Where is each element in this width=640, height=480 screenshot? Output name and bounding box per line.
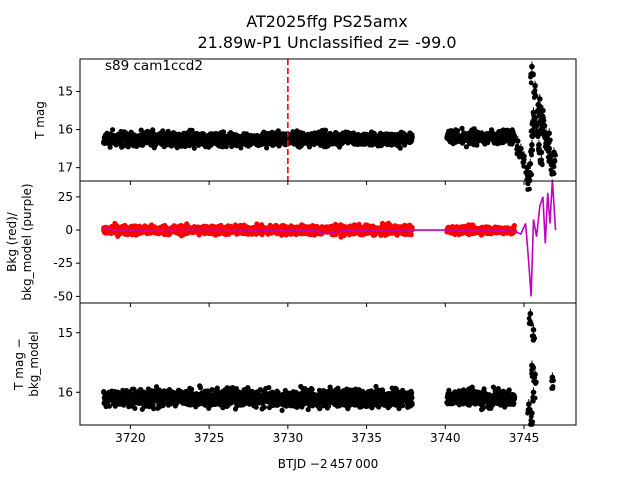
data-point <box>279 407 285 413</box>
flare-point <box>529 63 535 70</box>
data-point <box>174 145 180 151</box>
flare-point <box>537 96 543 102</box>
data-point <box>271 142 277 148</box>
flare-point <box>514 138 521 144</box>
flare-point <box>529 142 535 148</box>
data-point <box>511 223 517 229</box>
flare-point <box>527 161 534 167</box>
data-point <box>189 386 195 392</box>
flare-point <box>525 181 531 187</box>
flare-point <box>528 151 534 157</box>
panel-middle-background: -50 -25 0 25 <box>53 179 577 307</box>
flare-point <box>524 164 530 171</box>
flare-point <box>553 152 558 158</box>
data-point <box>264 145 270 151</box>
data-point <box>223 144 229 150</box>
y-tick-label: 17 <box>58 161 73 175</box>
data-point <box>409 395 415 401</box>
data-point <box>191 145 197 151</box>
data-point <box>454 128 461 134</box>
flare-point <box>549 170 555 176</box>
flare-point <box>534 128 540 134</box>
flare-point <box>536 146 541 152</box>
data-point <box>376 404 382 410</box>
data-point <box>446 387 452 393</box>
data-point <box>209 387 215 393</box>
bkg-model-line <box>103 179 557 297</box>
flare-point <box>532 82 538 89</box>
flare-point <box>527 186 532 192</box>
y-tick-label: 0 <box>65 223 73 237</box>
data-point <box>459 125 465 131</box>
flare-point <box>531 90 536 95</box>
data-point <box>463 144 470 150</box>
panel-top-tmag: 15 16 17 <box>58 58 577 192</box>
axes-frame <box>79 180 577 304</box>
data-point <box>106 403 113 409</box>
data-point <box>131 386 137 392</box>
flare-point <box>539 162 545 168</box>
data-point <box>408 232 414 238</box>
data-point <box>379 387 386 393</box>
data-point <box>275 128 281 134</box>
data-point <box>474 142 480 148</box>
data-point <box>266 385 272 391</box>
data-point <box>400 403 406 409</box>
axes-frame <box>79 58 577 182</box>
data-point <box>261 404 267 410</box>
flare-point <box>531 95 537 100</box>
data-point <box>126 404 132 410</box>
flare-point <box>541 122 548 129</box>
data-point <box>121 402 127 408</box>
data-point <box>409 401 415 407</box>
y-tick-label: 25 <box>58 190 73 204</box>
figure-title-line2: 21.89w-P1 Unclassified z= -99.0 <box>197 33 456 52</box>
data-point <box>373 383 379 390</box>
figure-title-line1: AT2025ffg PS25amx <box>246 12 407 31</box>
flare-point <box>518 145 524 152</box>
flare-point <box>532 124 538 129</box>
flare-point <box>537 106 542 111</box>
data-point <box>165 128 171 134</box>
flare-point <box>546 130 552 137</box>
flare-point <box>546 145 552 152</box>
flare-point <box>537 111 543 116</box>
y-tick-label: -50 <box>53 289 73 303</box>
flare-point <box>541 115 546 121</box>
flare-point <box>551 163 556 169</box>
data-point <box>150 402 156 408</box>
data-point <box>409 134 415 140</box>
y-tick-label: 16 <box>58 123 73 137</box>
data-point <box>253 404 259 410</box>
flare-point <box>546 138 552 144</box>
data-point <box>317 406 323 412</box>
data-point <box>132 405 138 411</box>
data-point <box>306 144 312 150</box>
flare-point <box>528 80 534 86</box>
data-point <box>309 387 315 393</box>
data-point <box>323 127 329 133</box>
data-point <box>397 145 403 151</box>
y-tick-label: -25 <box>53 256 73 270</box>
data-point <box>325 403 332 409</box>
data-point <box>153 384 160 390</box>
data-point <box>221 129 227 135</box>
data-point <box>110 127 116 133</box>
data-point <box>151 406 157 412</box>
flare-point <box>530 71 536 77</box>
data-point <box>409 390 415 396</box>
data-point <box>257 387 263 393</box>
flare-point <box>531 116 537 122</box>
data-point <box>409 225 415 231</box>
y-tick-label: 15 <box>58 84 73 98</box>
data-point <box>197 385 203 391</box>
flare-point <box>552 157 558 163</box>
data-point <box>511 133 518 139</box>
flare-point <box>520 160 526 165</box>
flare-point <box>529 172 534 178</box>
